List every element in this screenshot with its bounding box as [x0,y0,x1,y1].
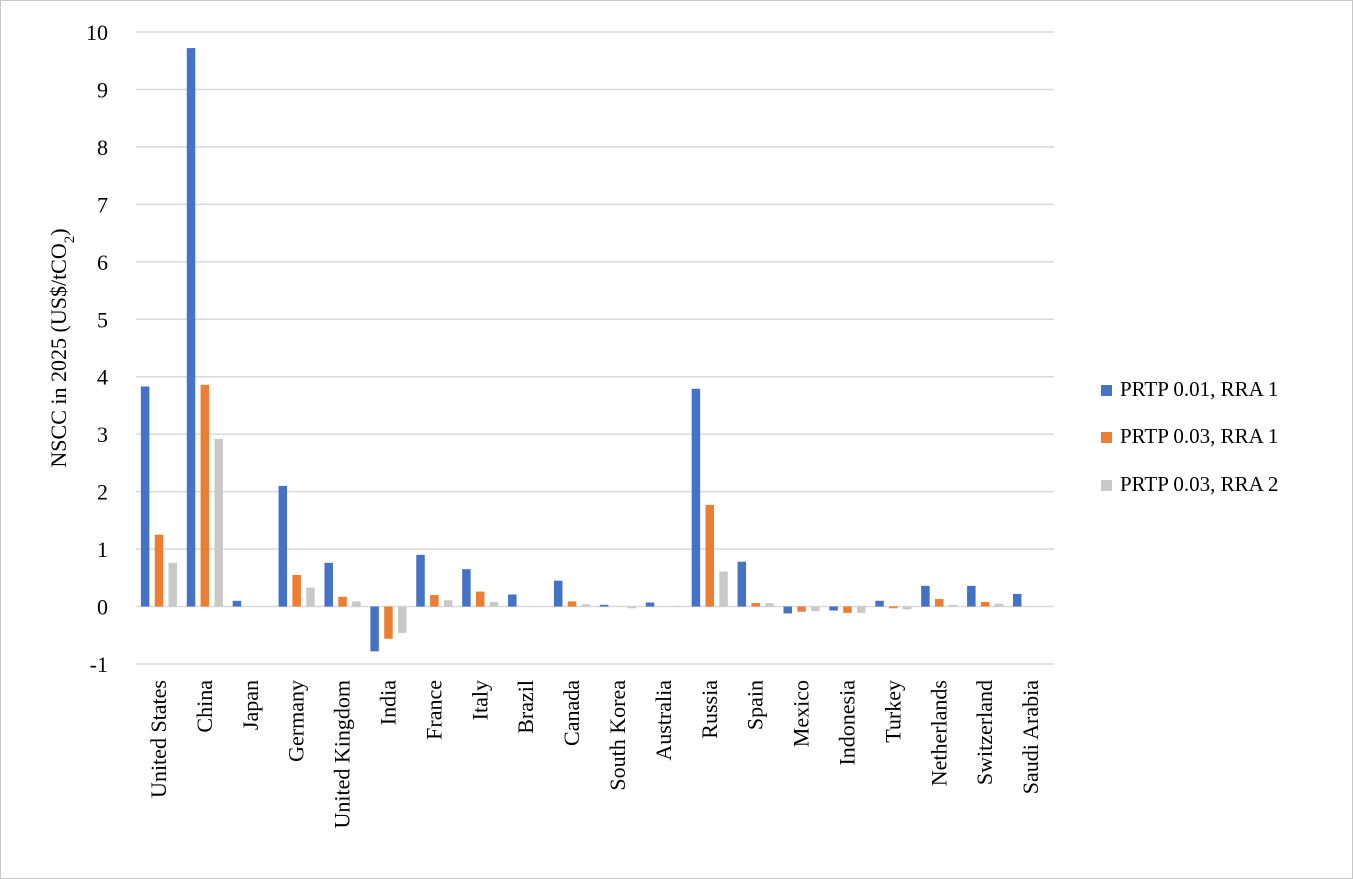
bar [627,606,637,609]
bar [553,580,563,607]
bar [811,606,820,612]
bar [462,569,471,607]
x-tick-label: Australia [651,680,676,761]
bar [154,534,164,607]
bar [645,602,655,607]
y-tick-label: 10 [86,20,108,45]
bar [948,604,958,607]
bar [797,606,806,612]
bar [765,603,774,607]
legend-entry: PRTP 0.03, RRA 2 [1120,472,1278,496]
x-tick-label: Brazil [513,680,538,734]
bar [306,587,315,607]
y-tick-label: 6 [97,250,108,275]
x-tick-label: Saudi Arabia [1018,680,1043,794]
y-tick-label: 7 [97,192,108,217]
bar [889,606,898,609]
bar [476,591,485,607]
legend-swatch [1101,385,1112,396]
bar [857,606,866,613]
bar [140,386,150,607]
y-tick-label: 0 [97,595,108,620]
x-tick-label: India [375,680,400,725]
bar [673,605,682,607]
bar [324,562,333,607]
x-tick-label: Turkey [880,680,905,743]
bar [186,48,196,607]
x-tick-label: China [192,680,217,733]
bar [200,384,210,607]
bar [430,595,439,607]
x-tick-label: Germany [284,680,309,762]
y-tick-label: -1 [90,652,108,677]
bar [875,600,884,607]
y-tick-label: 1 [97,537,108,562]
bar [1012,593,1022,607]
bar [829,606,838,611]
bar [214,438,223,607]
bar [567,601,577,607]
bar [416,554,425,607]
x-tick-label: Switzerland [972,680,997,785]
x-tick-label: Japan [238,680,263,730]
bar [232,600,242,607]
bar [691,388,701,607]
x-tick-label: Canada [559,680,584,746]
legend-entry: PRTP 0.01, RRA 1 [1120,377,1278,401]
bar [370,606,379,652]
bar [168,562,178,607]
bar [705,504,714,607]
bar [751,603,760,607]
y-tick-label: 3 [97,422,108,447]
bar [783,606,792,614]
bar [967,585,976,607]
legend: PRTP 0.01, RRA 1 PRTP 0.03, RRA 1 PRTP 0.0… [1101,377,1278,496]
y-axis-label: NSCC in 2025 (US$/tCO2) [46,228,78,467]
x-tick-label: South Korea [605,680,630,791]
bar [292,574,301,607]
bar [398,606,407,633]
bar [489,601,499,607]
bar [994,603,1004,607]
bar [980,601,990,607]
legend-swatch [1101,480,1112,491]
bar [352,601,361,607]
legend-entry: PRTP 0.03, RRA 1 [1120,424,1278,448]
bar [921,585,930,607]
legend-swatch [1101,432,1112,443]
x-tick-label: France [421,680,446,740]
bar [843,606,852,613]
bar [384,606,393,639]
y-tick-label: 4 [97,365,108,390]
y-tick-label: 2 [97,480,108,505]
x-tick-label: United Kingdom [330,680,355,829]
x-tick-label: Indonesia [834,680,859,766]
x-tick-label: Mexico [789,680,814,747]
gridlines [136,31,1054,665]
y-tick-label: 9 [97,77,108,102]
y-tick-label: 5 [97,307,108,332]
bar [338,596,347,607]
x-tick-label: Spain [743,680,768,730]
bar [508,594,517,607]
x-tick-label: Russia [697,680,722,739]
bar [737,561,747,607]
x-tick-labels: United States China Japan Germany United Kin… [146,680,1043,829]
x-tick-label: Italy [467,680,492,720]
y-tick-labels: -1 0 1 2 3 4 5 6 7 8 9 10 [86,20,108,677]
bar [278,485,288,607]
y-tick-label: 8 [97,135,108,160]
bars [140,48,1022,652]
bar [599,604,609,607]
bar [719,571,728,607]
bar [902,606,912,610]
x-tick-label: Netherlands [926,680,951,786]
bar [581,604,591,607]
x-tick-label: United States [146,680,171,798]
bar [443,600,453,607]
bar [935,599,944,607]
